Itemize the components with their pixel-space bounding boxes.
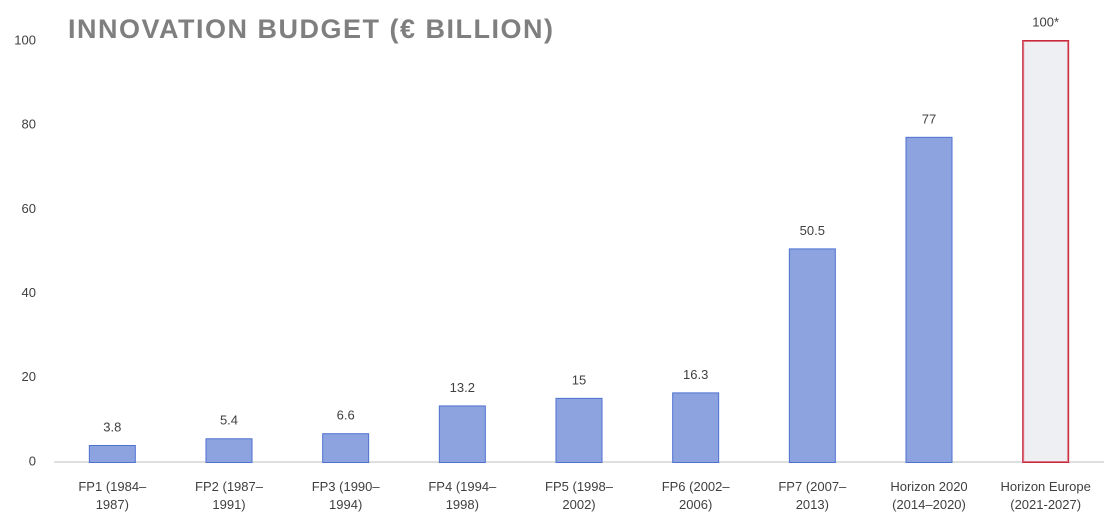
y-tick-label: 0 [29,453,36,468]
bar [438,405,486,464]
y-tick-label: 100 [14,32,36,47]
bar [788,248,836,463]
data-label: 16.3 [683,367,708,382]
x-tick-label: FP2 (1987–1991) [195,479,263,512]
bar [672,392,720,464]
data-label: 6.6 [337,408,355,423]
x-tick-label: FP6 (2002–2006) [661,479,730,512]
x-tick-label: FP1 (1984–1987) [78,479,147,512]
data-label: 100* [1032,14,1059,29]
x-tick-label: Horizon 2020 (2014–2020) [890,479,968,512]
data-label: 5.4 [220,413,238,428]
data-label: 50.5 [800,223,825,238]
bar [322,433,370,463]
bar [555,397,603,464]
x-tick-label: FP3 (1990–1994) [311,479,380,512]
x-tick-label: FP4 (1994–1998) [428,479,497,512]
chart-title: INNOVATION BUDGET (€ BILLION) [68,14,554,44]
x-tick-label: FP7 (2007–2013) [778,479,847,512]
bar [88,445,136,464]
bar [905,136,953,464]
bar [205,438,253,463]
y-tick-label: 20 [22,369,36,384]
data-label: 3.8 [103,419,121,434]
data-label: 13.2 [450,380,475,395]
bar [1022,40,1070,463]
y-tick-label: 60 [22,201,36,216]
y-tick-label: 40 [22,285,36,300]
x-tick-label: FP5 (1998–2002) [545,479,613,512]
data-label: 77 [922,111,936,126]
y-tick-label: 80 [22,117,36,132]
data-label: 15 [572,372,586,387]
x-tick-label: Horizon Europe (2021-2027) [1000,479,1091,512]
